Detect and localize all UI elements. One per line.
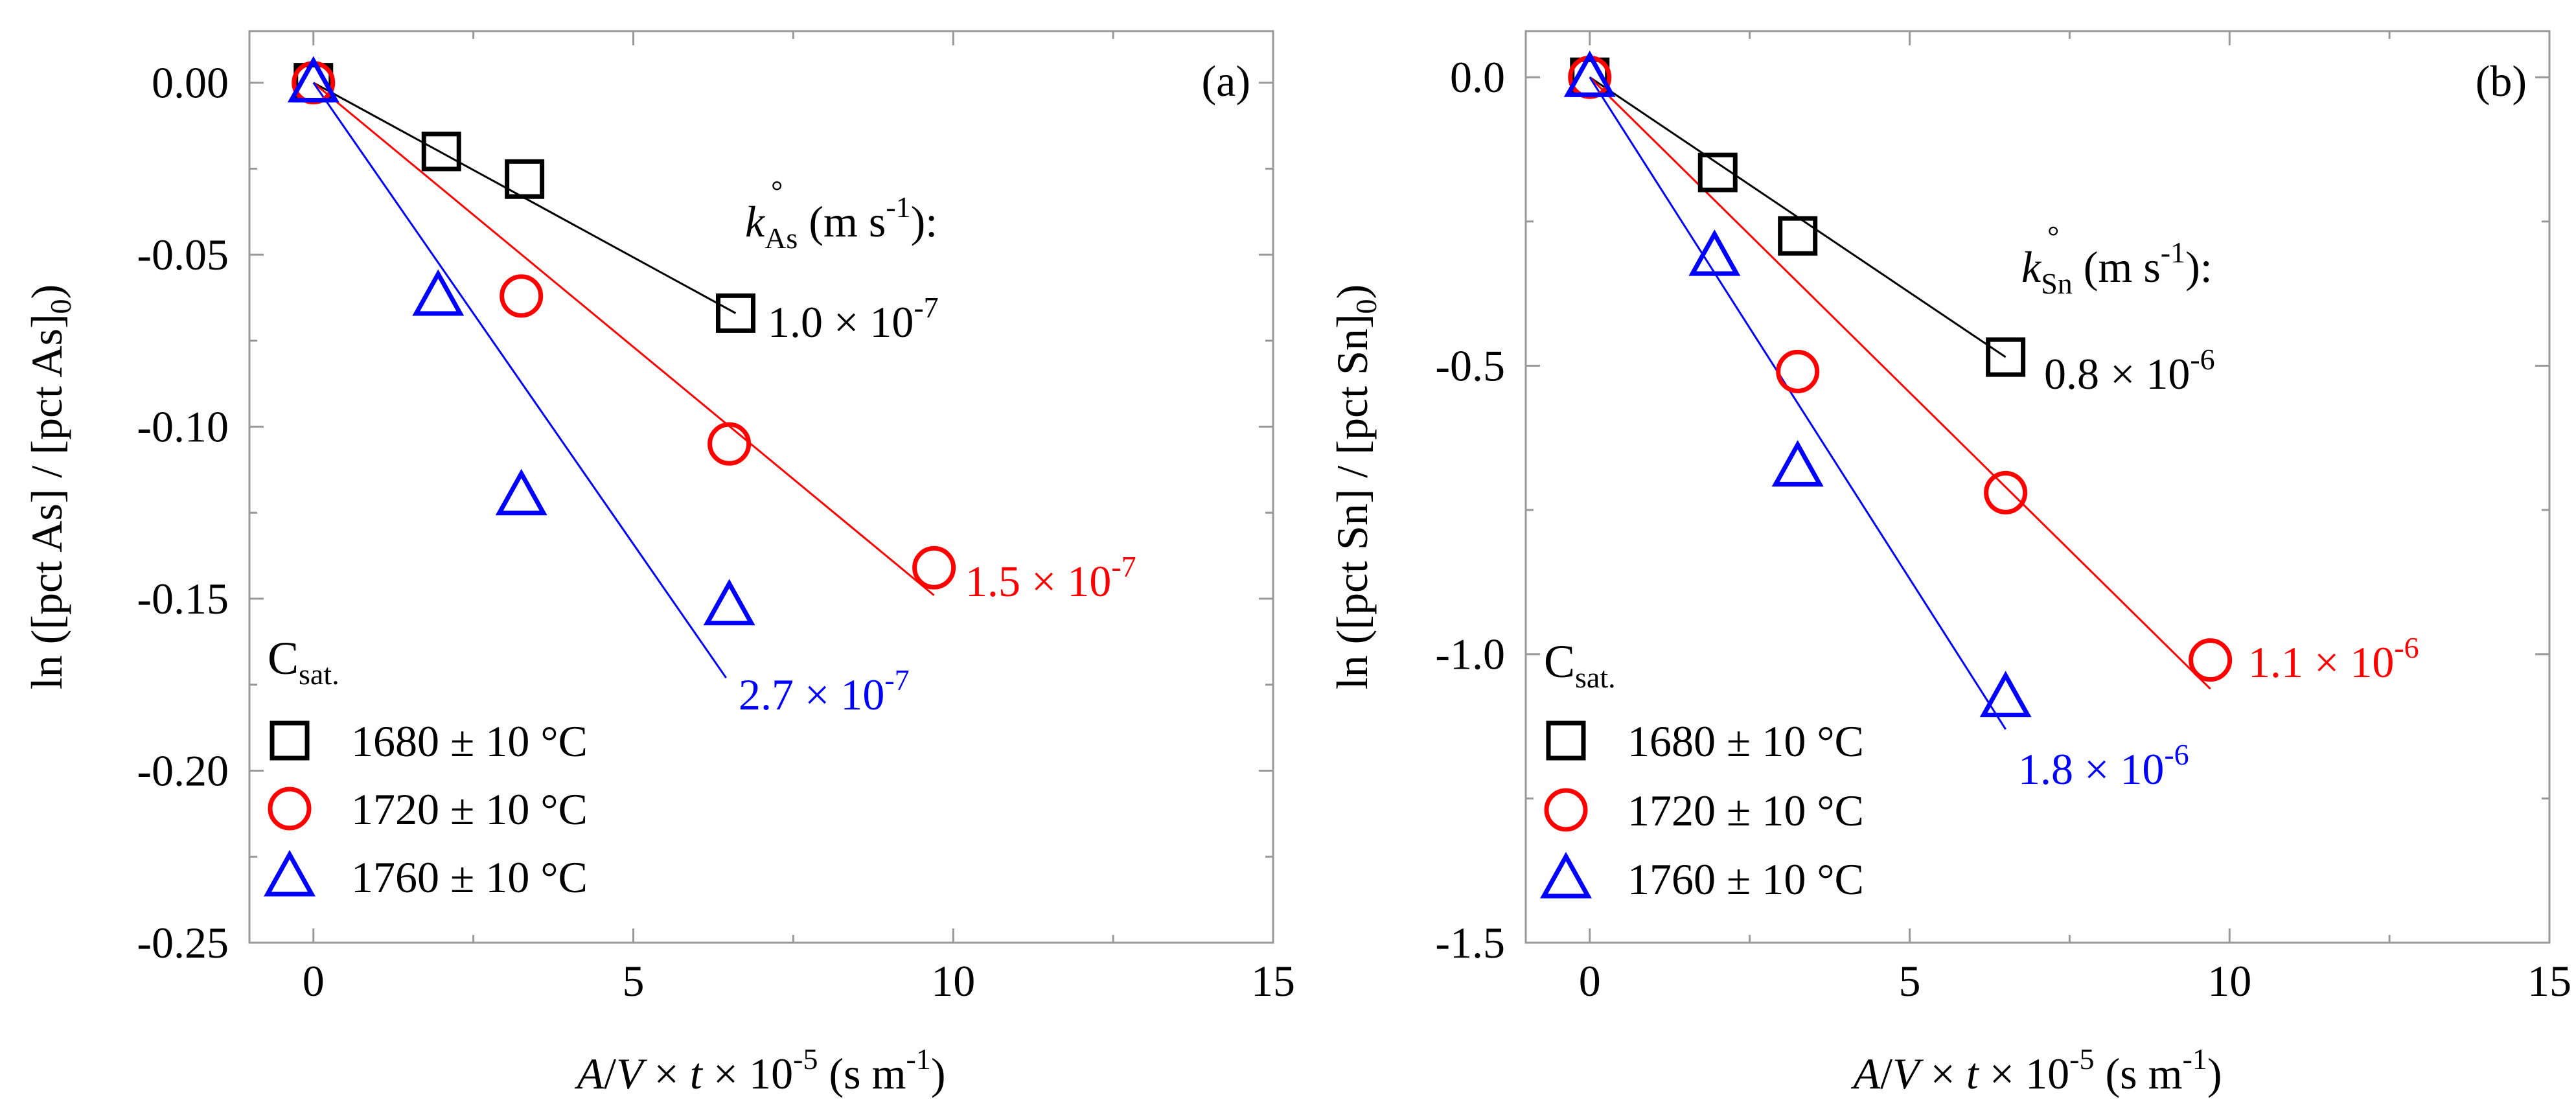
rate-constant-label: 1.1 × 10-6 [2248, 631, 2419, 687]
y-tick-label: 0.00 [152, 58, 229, 108]
x-tick-label: 0 [1579, 956, 1601, 1006]
x-axis-label: A/V × t × 10-5 (s m-1) [575, 1042, 946, 1098]
data-point-square [716, 293, 755, 333]
panel-label: (b) [2476, 56, 2527, 106]
legend-entry-label: 1760 ± 10 °C [351, 853, 588, 902]
data-point-circle [500, 274, 544, 318]
x-tick-label: 0 [303, 956, 325, 1006]
fit-line-triangle [1589, 76, 2007, 730]
x-tick-label: 15 [1251, 956, 1295, 1006]
y-tick-label: -0.15 [137, 574, 229, 623]
legend-marker-triangle [264, 849, 316, 897]
rate-constant-header: kSn (m s-1): [2021, 236, 2213, 300]
rate-constant-header: kAs (m s-1): [745, 190, 937, 255]
degree-mark: ° [771, 174, 783, 207]
y-tick-label: -0.20 [137, 746, 229, 796]
x-tick-label: 5 [1899, 956, 1921, 1006]
legend-entry-label: 1720 ± 10 °C [351, 785, 588, 834]
chart-panel-b: 0 5 10 15 0.0 -0.5 -1.0 -1.5 (b) ln ([pct Sn] / [… [1328, 30, 2571, 1098]
x-tick-label: 10 [2207, 956, 2251, 1006]
y-tick-label: -0.5 [1435, 341, 1505, 390]
data-point-circle [2189, 638, 2233, 682]
data-point-circle [1776, 349, 1820, 393]
y-tick-label: -0.10 [137, 402, 229, 452]
legend-title: Csat. [268, 632, 339, 691]
data-point-triangle [703, 579, 755, 626]
x-tick-label: 5 [623, 956, 645, 1006]
degree-mark: ° [2047, 220, 2059, 253]
y-tick-label: 0.0 [1450, 52, 1505, 102]
data-point-square [1778, 216, 1818, 256]
legend-marker-square [1546, 720, 1586, 761]
legend-marker-triangle [1540, 851, 1592, 899]
legend-marker-square [270, 720, 310, 761]
legend-marker-circle [1544, 788, 1588, 832]
legend-entry-label: 1720 ± 10 °C [1627, 786, 1864, 835]
data-point-triangle [1771, 440, 1824, 487]
fit-line-triangle [312, 82, 727, 679]
legend-entry-label: 1680 ± 10 °C [1627, 717, 1864, 766]
y-axis-label: ln ([pct Sn] / [pct Sn]0) [1328, 284, 1383, 689]
rate-constant-label: 0.8 × 10-6 [2044, 343, 2215, 398]
data-point-circle [912, 546, 956, 590]
y-axis-label: ln ([pct As] / [pct As]0) [22, 284, 77, 689]
data-point-triangle [1563, 51, 1616, 97]
legend-marker-circle [268, 787, 312, 831]
chart-panel-a: 0 5 10 15 0.00 -0.05 -0.10 -0.15 -0.20 -0.25 (a) ln… [22, 30, 1295, 1098]
y-tick-label: -0.25 [137, 918, 229, 967]
data-point-triangle [412, 269, 465, 316]
rate-constant-label: 1.8 × 10-6 [2018, 738, 2189, 794]
rate-constant-label: 1.0 × 10-7 [768, 291, 939, 347]
data-point-circle [1984, 470, 2028, 514]
legend-entry-label: 1760 ± 10 °C [1627, 855, 1864, 904]
legend-title: Csat. [1544, 636, 1616, 694]
x-axis-label: A/V × t × 10-5 (s m-1) [1851, 1042, 2222, 1098]
data-point-triangle [495, 468, 547, 516]
x-tick-label: 15 [2527, 956, 2571, 1006]
y-tick-label: -0.05 [137, 230, 229, 279]
x-tick-label: 10 [931, 956, 975, 1006]
data-point-triangle [1979, 671, 2032, 718]
data-point-circle [707, 422, 752, 466]
y-tick-label: -1.5 [1435, 918, 1505, 967]
fit-line-circle [312, 82, 935, 596]
plot-frame [248, 30, 1274, 944]
data-point-square [505, 159, 545, 199]
plot-frame [1524, 30, 2551, 944]
data-point-square [1697, 152, 1738, 192]
y-tick-label: -1.0 [1435, 630, 1505, 679]
data-point-triangle [1688, 229, 1741, 276]
data-point-square [1986, 337, 2026, 377]
fit-line-circle [1589, 76, 2211, 690]
data-point-triangle [287, 56, 339, 103]
panel-label: (a) [1202, 56, 1250, 106]
legend-entry-label: 1680 ± 10 °C [351, 717, 588, 766]
data-point-square [421, 132, 461, 172]
rate-constant-label: 1.5 × 10-7 [965, 550, 1136, 606]
rate-constant-label: 2.7 × 10-7 [739, 663, 910, 719]
